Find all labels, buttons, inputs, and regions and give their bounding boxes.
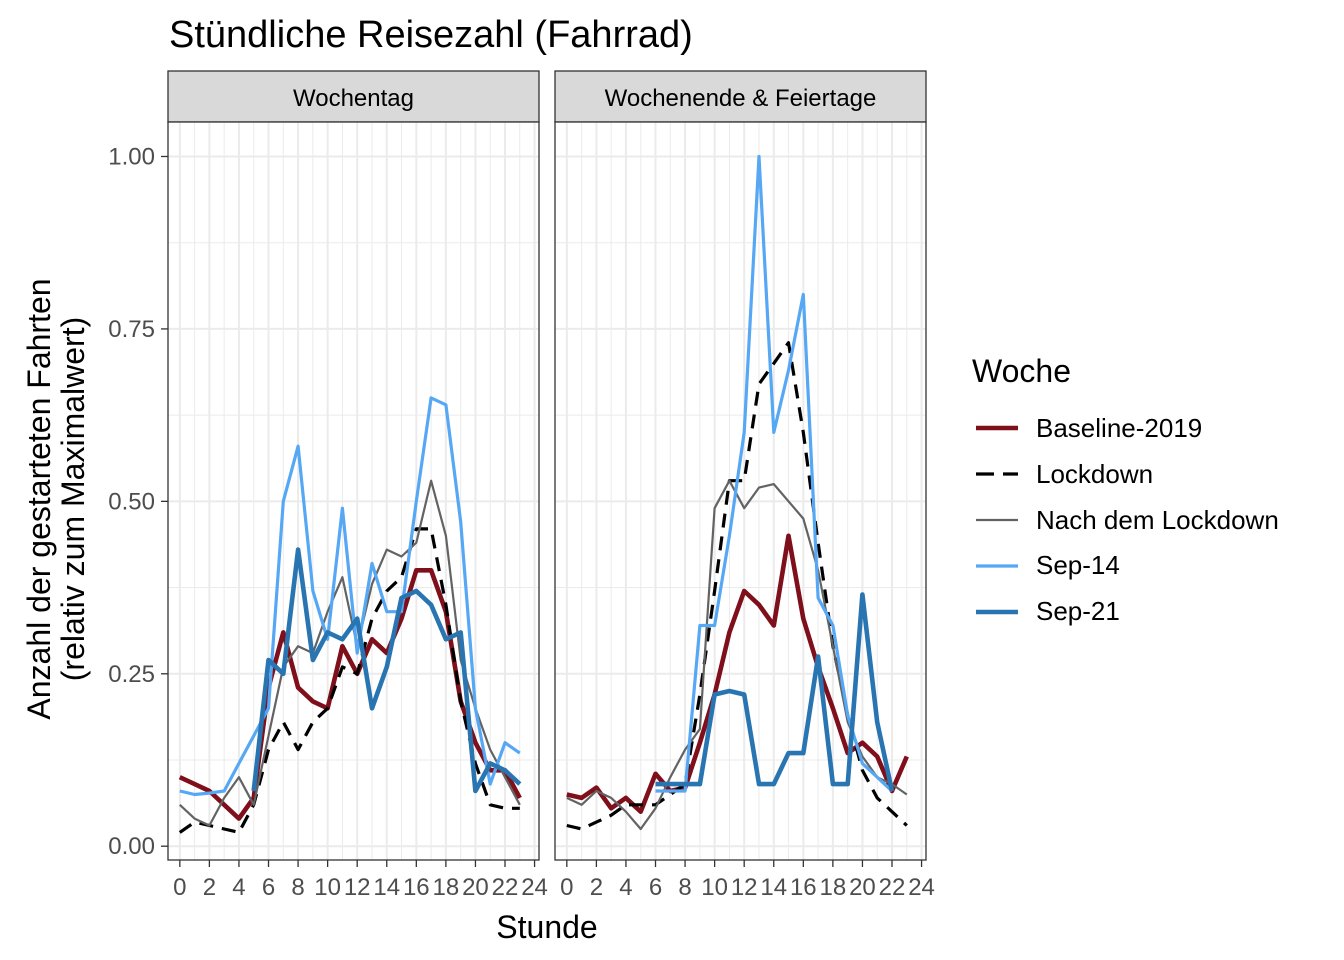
panel-grid [168, 122, 539, 860]
legend-label-lockdown: Lockdown [1036, 459, 1153, 489]
y-tick-label: 0.50 [108, 488, 155, 515]
x-tick-label: 20 [462, 874, 489, 901]
x-tick-label: 10 [701, 874, 728, 901]
legend-label-sep-14: Sep-14 [1036, 550, 1120, 580]
x-tick-label: 14 [373, 874, 400, 901]
facet-strip [554, 70, 927, 123]
panel-background [168, 122, 539, 860]
x-tick-label: 4 [619, 874, 632, 901]
series-line-sep-14 [179, 396, 521, 797]
x-tick-label: 24 [908, 874, 935, 901]
panel-series [178, 396, 522, 835]
panel-border [554, 121, 927, 861]
x-tick-label: 0 [173, 874, 186, 901]
x-tick-label: 4 [232, 874, 245, 901]
x-tick-label: 10 [314, 874, 341, 901]
x-tick-label: 2 [590, 874, 603, 901]
x-axis-ticks: 0 2 4 6 8 10 12 14 16 18 20 22 24 [560, 860, 935, 901]
y-tick-label: 0.25 [108, 661, 155, 688]
y-tick-label: 0.00 [108, 833, 155, 860]
x-tick-label: 8 [291, 874, 304, 901]
series-line-sep-21 [251, 547, 522, 794]
x-tick-label: 18 [820, 874, 847, 901]
series-line-sep-21 [655, 592, 895, 792]
x-tick-label: 18 [433, 874, 460, 901]
x-tick-label: 0 [560, 874, 573, 901]
y-axis-title-line-2: (relativ zum Maximalwert) [55, 317, 91, 681]
x-tick-label: 8 [678, 874, 691, 901]
panel-border [167, 121, 540, 861]
legend: Woche Baseline-2019 Lockdown Nach dem Lo… [972, 353, 1279, 626]
legend-title: Woche [972, 353, 1071, 389]
x-tick-label: 22 [492, 874, 519, 901]
x-tick-label: 2 [203, 874, 216, 901]
panel-background [555, 122, 926, 860]
y-axis-ticks: 0.00 0.25 0.50 0.75 1.00 [108, 143, 168, 860]
x-tick-label: 12 [344, 874, 371, 901]
facet-strip [167, 70, 540, 123]
legend-keys [976, 425, 1018, 615]
x-axis-title: Stunde [496, 909, 597, 945]
x-tick-label: 14 [760, 874, 787, 901]
x-tick-label: 6 [649, 874, 662, 901]
x-tick-label: 20 [849, 874, 876, 901]
x-tick-label: 16 [403, 874, 430, 901]
x-tick-label: 12 [731, 874, 758, 901]
facet-label: Wochenende & Feiertage [605, 85, 877, 112]
legend-label-sep-21: Sep-21 [1036, 596, 1120, 626]
x-tick-label: 22 [879, 874, 906, 901]
x-tick-label: 24 [521, 874, 548, 901]
y-tick-label: 1.00 [108, 143, 155, 170]
y-tick-label: 0.75 [108, 316, 155, 343]
panel-series [566, 154, 909, 831]
x-tick-label: 16 [790, 874, 817, 901]
panel-grid [555, 122, 926, 860]
series-line-baseline-2019 [178, 567, 522, 821]
legend-label-nach-dem-lockdown: Nach dem Lockdown [1036, 505, 1279, 535]
facet-label: Wochentag [293, 85, 414, 112]
x-tick-label: 6 [262, 874, 275, 901]
chart-title: Stündliche Reisezahl (Fahrrad) [169, 14, 693, 56]
y-axis-title-line-1: Anzahl der gestarteten Fahrten [21, 278, 57, 719]
legend-label-baseline-2019: Baseline-2019 [1036, 413, 1202, 443]
y-axis-title: Anzahl der gestarteten Fahrten (relativ … [21, 278, 91, 719]
x-axis-ticks: 0 2 4 6 8 10 12 14 16 18 20 22 24 [173, 860, 548, 901]
